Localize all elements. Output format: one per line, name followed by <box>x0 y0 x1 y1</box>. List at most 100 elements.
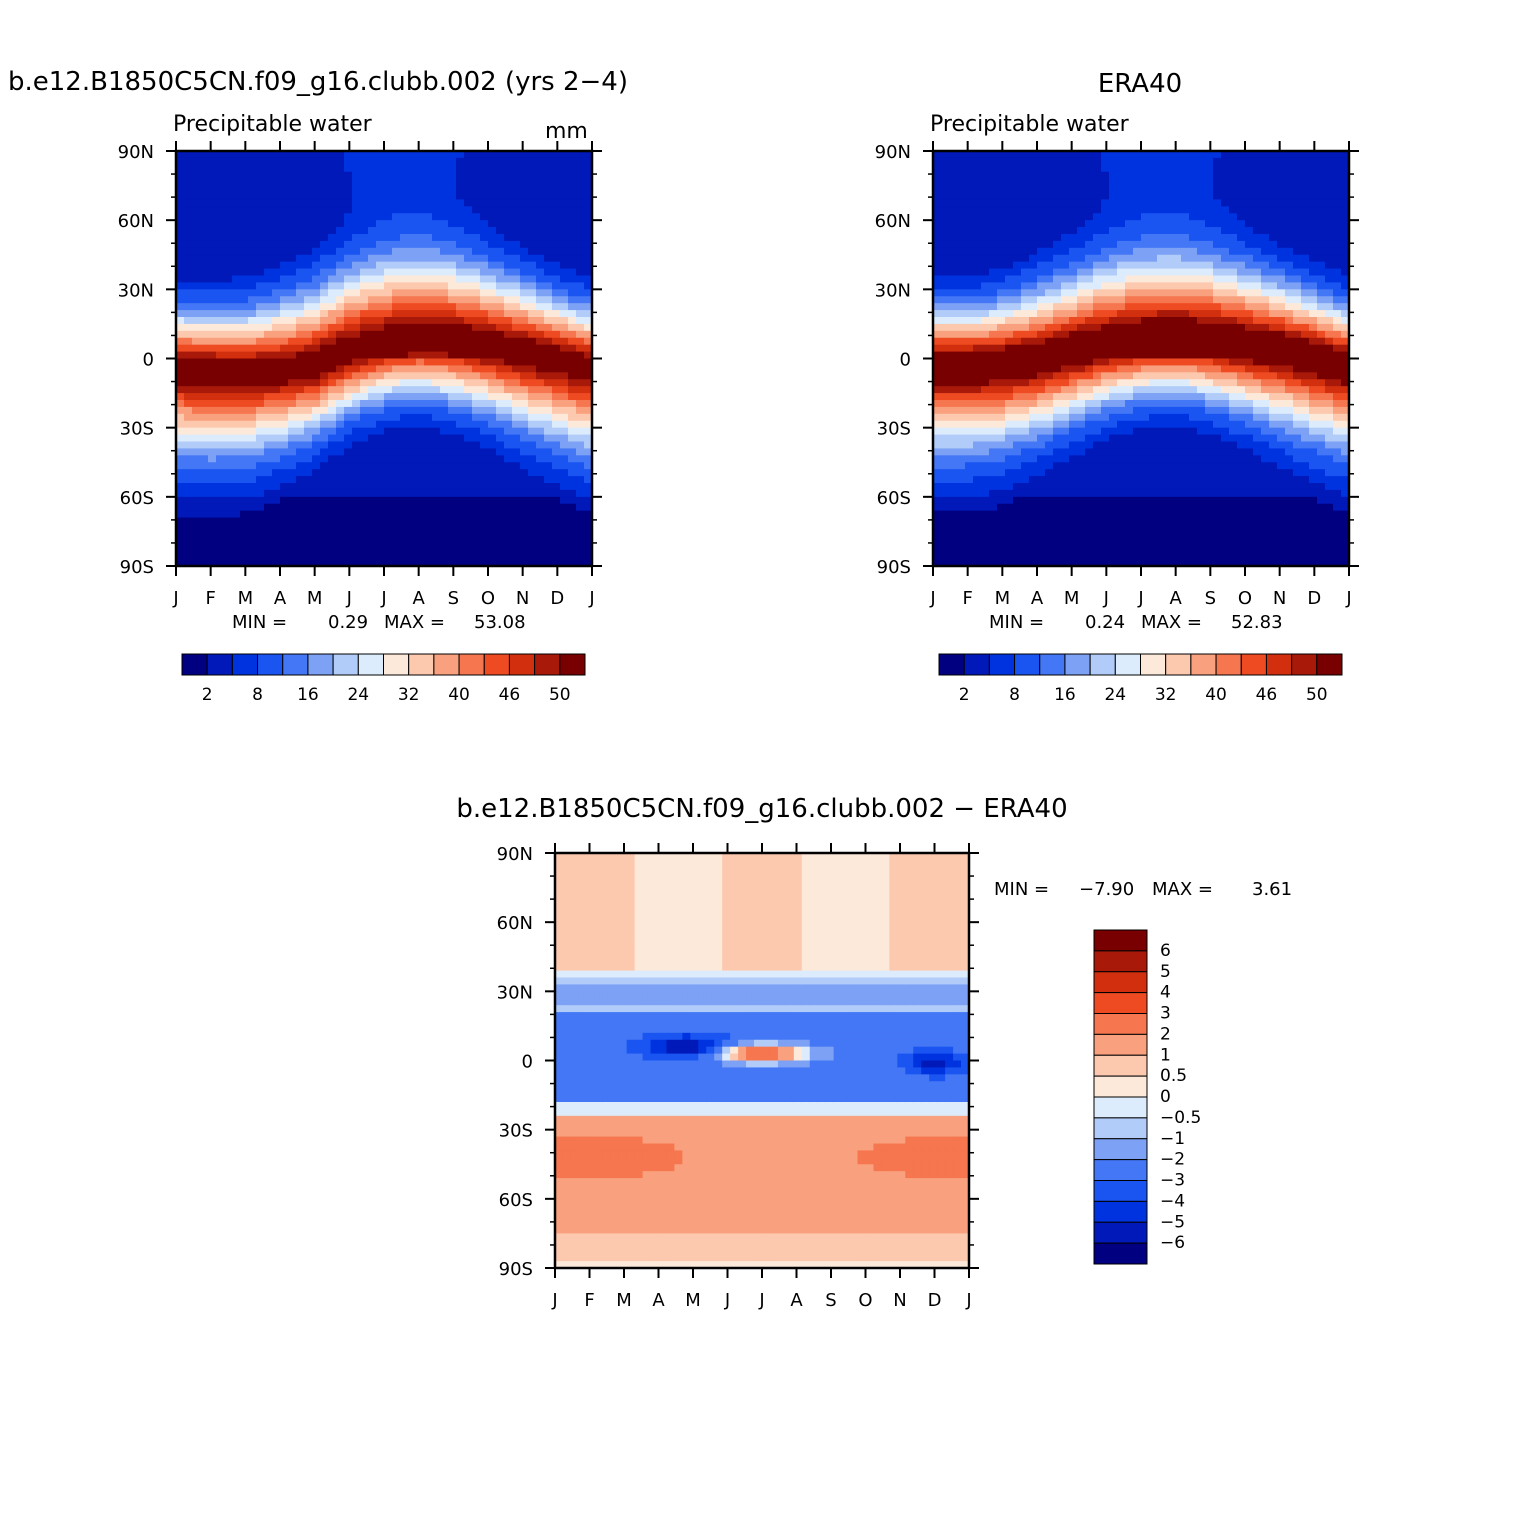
model-cb-swatch <box>332 653 359 676</box>
model-cell <box>368 545 377 553</box>
model-cell <box>576 323 585 332</box>
model-cell <box>360 303 369 311</box>
model-cell <box>360 372 369 380</box>
model-cell <box>392 510 401 519</box>
model-cell <box>176 559 185 567</box>
model-cell <box>520 157 529 166</box>
model-cell <box>448 489 457 498</box>
model-cell <box>320 151 329 159</box>
model-cell <box>264 261 273 270</box>
obs-cell <box>1101 434 1110 443</box>
obs-cell <box>1021 317 1030 325</box>
model-cell <box>544 406 553 415</box>
model-cell <box>288 199 297 207</box>
obs-cell <box>989 240 998 249</box>
obs-cell <box>933 344 942 353</box>
model-cell <box>416 337 425 346</box>
model-cell <box>512 379 521 387</box>
model-cell <box>416 434 425 443</box>
model-cell <box>368 227 377 235</box>
model-cell <box>352 496 361 505</box>
obs-cell <box>933 268 942 277</box>
obs-cell <box>1053 455 1062 463</box>
model-cell <box>432 483 441 491</box>
model-cell <box>472 386 481 394</box>
obs-cell <box>1117 151 1126 159</box>
obs-cell <box>973 317 982 325</box>
model-cell <box>344 227 353 235</box>
model-cell <box>336 503 345 512</box>
obs-cell <box>1037 489 1046 498</box>
model-cell <box>504 531 513 539</box>
obs-cell <box>1101 538 1110 546</box>
obs-cell <box>1037 476 1046 484</box>
model-cell <box>432 358 441 367</box>
model-cell <box>224 282 233 290</box>
model-cell <box>352 261 361 270</box>
model-cell <box>280 178 289 187</box>
model-cell <box>304 337 313 346</box>
model-cell <box>456 268 465 277</box>
model-cell <box>408 448 417 456</box>
model-cell <box>504 275 513 284</box>
model-cell <box>432 427 441 436</box>
obs-cell <box>965 496 974 505</box>
obs-cell <box>1061 227 1070 235</box>
obs-cell <box>1109 510 1118 519</box>
model-cell <box>552 247 561 256</box>
model-cell <box>352 476 361 484</box>
model-cell <box>392 317 401 325</box>
model-cell <box>384 164 393 173</box>
obs-cell <box>1149 365 1158 373</box>
model-cell <box>232 303 241 311</box>
obs-cell <box>997 496 1006 505</box>
obs-cell <box>981 289 990 297</box>
model-cell <box>536 455 545 463</box>
model-xlabel: D <box>550 588 564 609</box>
model-cell <box>480 538 489 546</box>
obs-cell <box>941 157 950 166</box>
model-cell <box>328 489 337 498</box>
model-cell <box>216 192 225 201</box>
obs-cell <box>1125 524 1134 533</box>
obs-cell <box>1013 455 1022 463</box>
model-cell <box>296 351 305 360</box>
model-cell <box>264 282 273 290</box>
model-cell <box>368 524 377 533</box>
model-cell <box>488 538 497 546</box>
obs-cell <box>1045 489 1054 498</box>
obs-cell <box>1093 413 1102 422</box>
model-cell <box>440 427 449 436</box>
model-cell <box>536 240 545 249</box>
obs-cell <box>933 455 942 463</box>
obs-cell <box>1141 372 1150 380</box>
model-cell <box>264 517 273 526</box>
model-cell <box>192 261 201 270</box>
model-cell <box>368 234 377 242</box>
obs-cell <box>1029 379 1038 387</box>
model-cell <box>320 469 329 477</box>
obs-cell <box>1085 400 1094 408</box>
obs-cell <box>1077 406 1086 415</box>
obs-cell <box>1133 455 1142 463</box>
obs-cell <box>1061 372 1070 380</box>
model-cell <box>280 296 289 304</box>
obs-cell <box>1005 386 1014 394</box>
obs-cell <box>1109 517 1118 526</box>
obs-cell <box>933 503 942 512</box>
model-cell <box>240 275 249 284</box>
model-cell <box>432 199 441 207</box>
model-cell <box>504 559 513 567</box>
model-cell <box>208 545 217 553</box>
obs-cell <box>965 296 974 304</box>
model-cell <box>376 372 385 380</box>
obs-cell <box>1157 420 1166 429</box>
model-cell <box>568 275 577 284</box>
model-cell <box>264 213 273 221</box>
obs-cell <box>1101 199 1110 207</box>
model-cell <box>528 317 537 325</box>
model-cell <box>248 517 257 526</box>
obs-cell <box>981 261 990 270</box>
model-cell <box>560 420 569 429</box>
obs-cell <box>1133 337 1142 346</box>
